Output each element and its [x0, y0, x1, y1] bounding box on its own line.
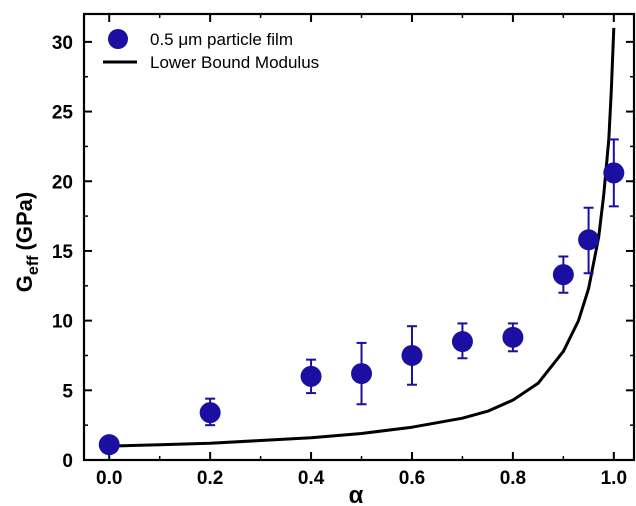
legend: 0.5 μm particle film Lower Bound Modulus — [103, 29, 319, 72]
legend-label-particle-film: 0.5 μm particle film — [150, 30, 293, 49]
legend-marker-circle — [108, 29, 128, 49]
x-axis-title: α — [349, 482, 364, 506]
x-tick-label: 0.0 — [96, 468, 122, 489]
legend-label-lower-bound: Lower Bound Modulus — [150, 53, 319, 72]
x-tick-label: 0.4 — [298, 468, 325, 489]
data-point — [578, 229, 600, 251]
y-tick-label: 15 — [52, 242, 74, 263]
data-point — [552, 264, 574, 286]
data-point — [351, 363, 373, 385]
x-tick-label: 0.8 — [500, 468, 526, 489]
y-tick-label: 20 — [52, 172, 73, 193]
data-point — [603, 162, 625, 184]
particle-film-series — [98, 138, 625, 456]
data-point — [502, 326, 524, 348]
y-axis-title-sub: eff — [25, 255, 42, 275]
y-axis-title-main: G — [12, 275, 37, 292]
data-point — [199, 402, 221, 424]
lower-bound-series — [109, 27, 616, 448]
y-axis-title-text: Geff (GPa) — [12, 192, 42, 292]
y-axis-ticks: 0 5 10 15 20 25 30 — [52, 33, 634, 472]
x-axis-ticks: 0.0 0.2 0.4 0.6 0.8 1.0 — [96, 14, 627, 489]
y-axis-title: Geff (GPa) — [12, 192, 42, 292]
y-tick-label: 0 — [62, 451, 73, 472]
x-tick-label: 0.6 — [399, 468, 425, 489]
data-point — [401, 344, 423, 366]
data-point — [451, 331, 473, 353]
x-tick-label: 0.2 — [197, 468, 223, 489]
data-point — [98, 434, 120, 456]
y-tick-label: 10 — [52, 312, 73, 333]
y-tick-label: 5 — [62, 381, 73, 402]
x-tick-label: 1.0 — [601, 468, 627, 489]
y-tick-label: 30 — [52, 33, 73, 54]
plot-area — [82, 12, 636, 462]
data-point — [300, 365, 322, 387]
lower-bound-line — [109, 27, 616, 448]
y-tick-label: 25 — [52, 103, 74, 124]
y-axis-title-unit: (GPa) — [12, 192, 37, 251]
